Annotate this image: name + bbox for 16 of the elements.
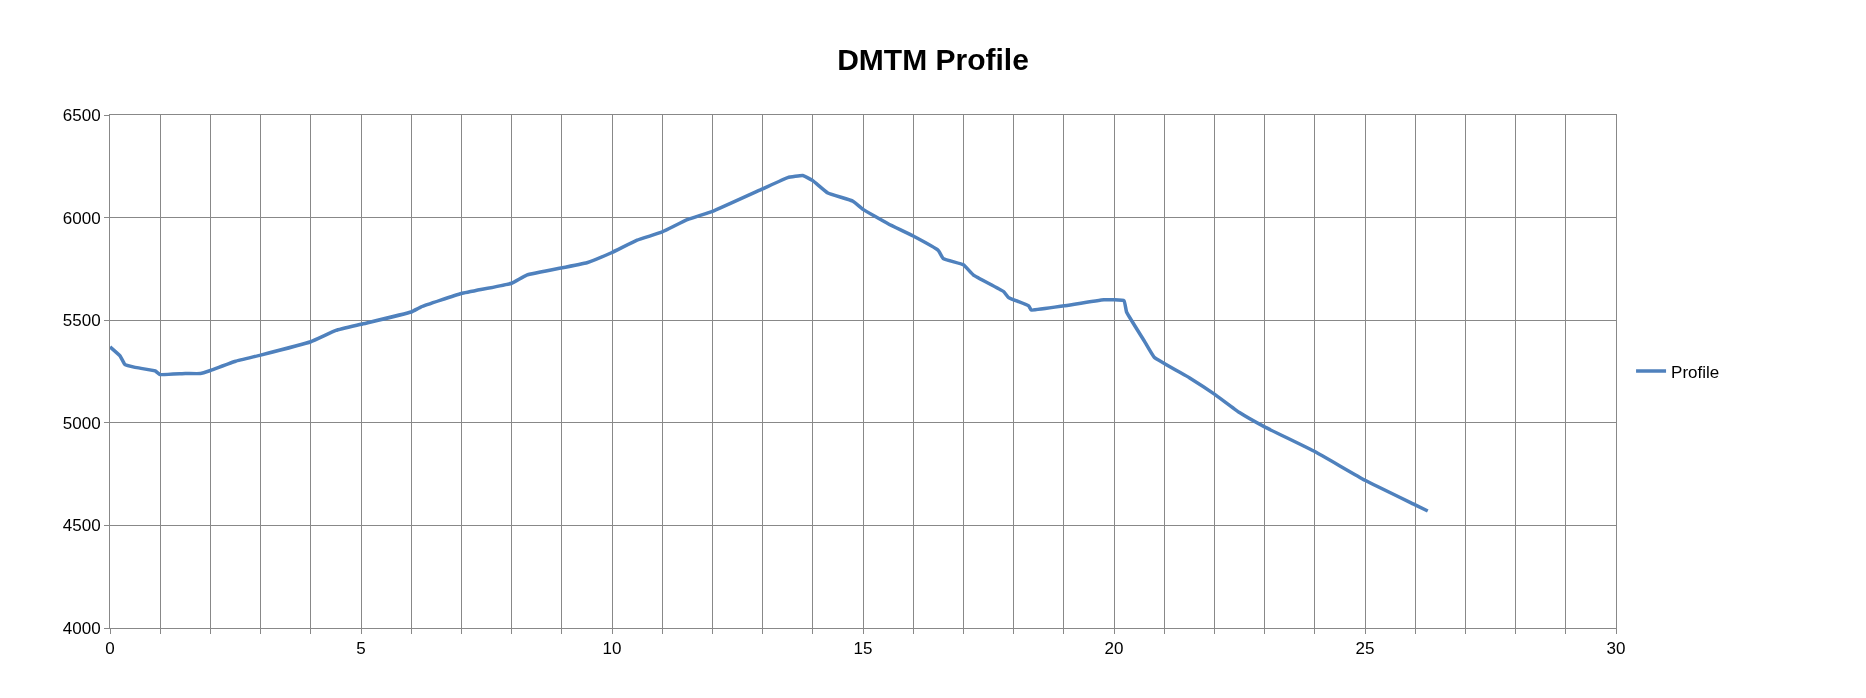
y-tick-label: 5500 — [62, 311, 101, 331]
y-tick-label: 5000 — [62, 413, 101, 433]
x-tick-label: 0 — [105, 639, 115, 659]
y-tick-label: 4000 — [62, 618, 101, 638]
x-tick-label: 5 — [356, 639, 366, 659]
y-tick-label: 6000 — [62, 208, 101, 228]
y-tick-label: 4500 — [62, 516, 101, 536]
chart-title: DMTM Profile — [837, 42, 1029, 76]
x-tick-label: 20 — [1104, 639, 1124, 659]
x-tick-label: 25 — [1355, 639, 1375, 659]
line-series — [110, 173, 1430, 513]
x-tick-label: 30 — [1606, 639, 1626, 659]
y-tick-label: 6500 — [62, 105, 101, 125]
x-tick-label: 15 — [853, 639, 873, 659]
legend-label: Profile — [1671, 362, 1720, 382]
x-tick-label: 10 — [602, 639, 622, 659]
